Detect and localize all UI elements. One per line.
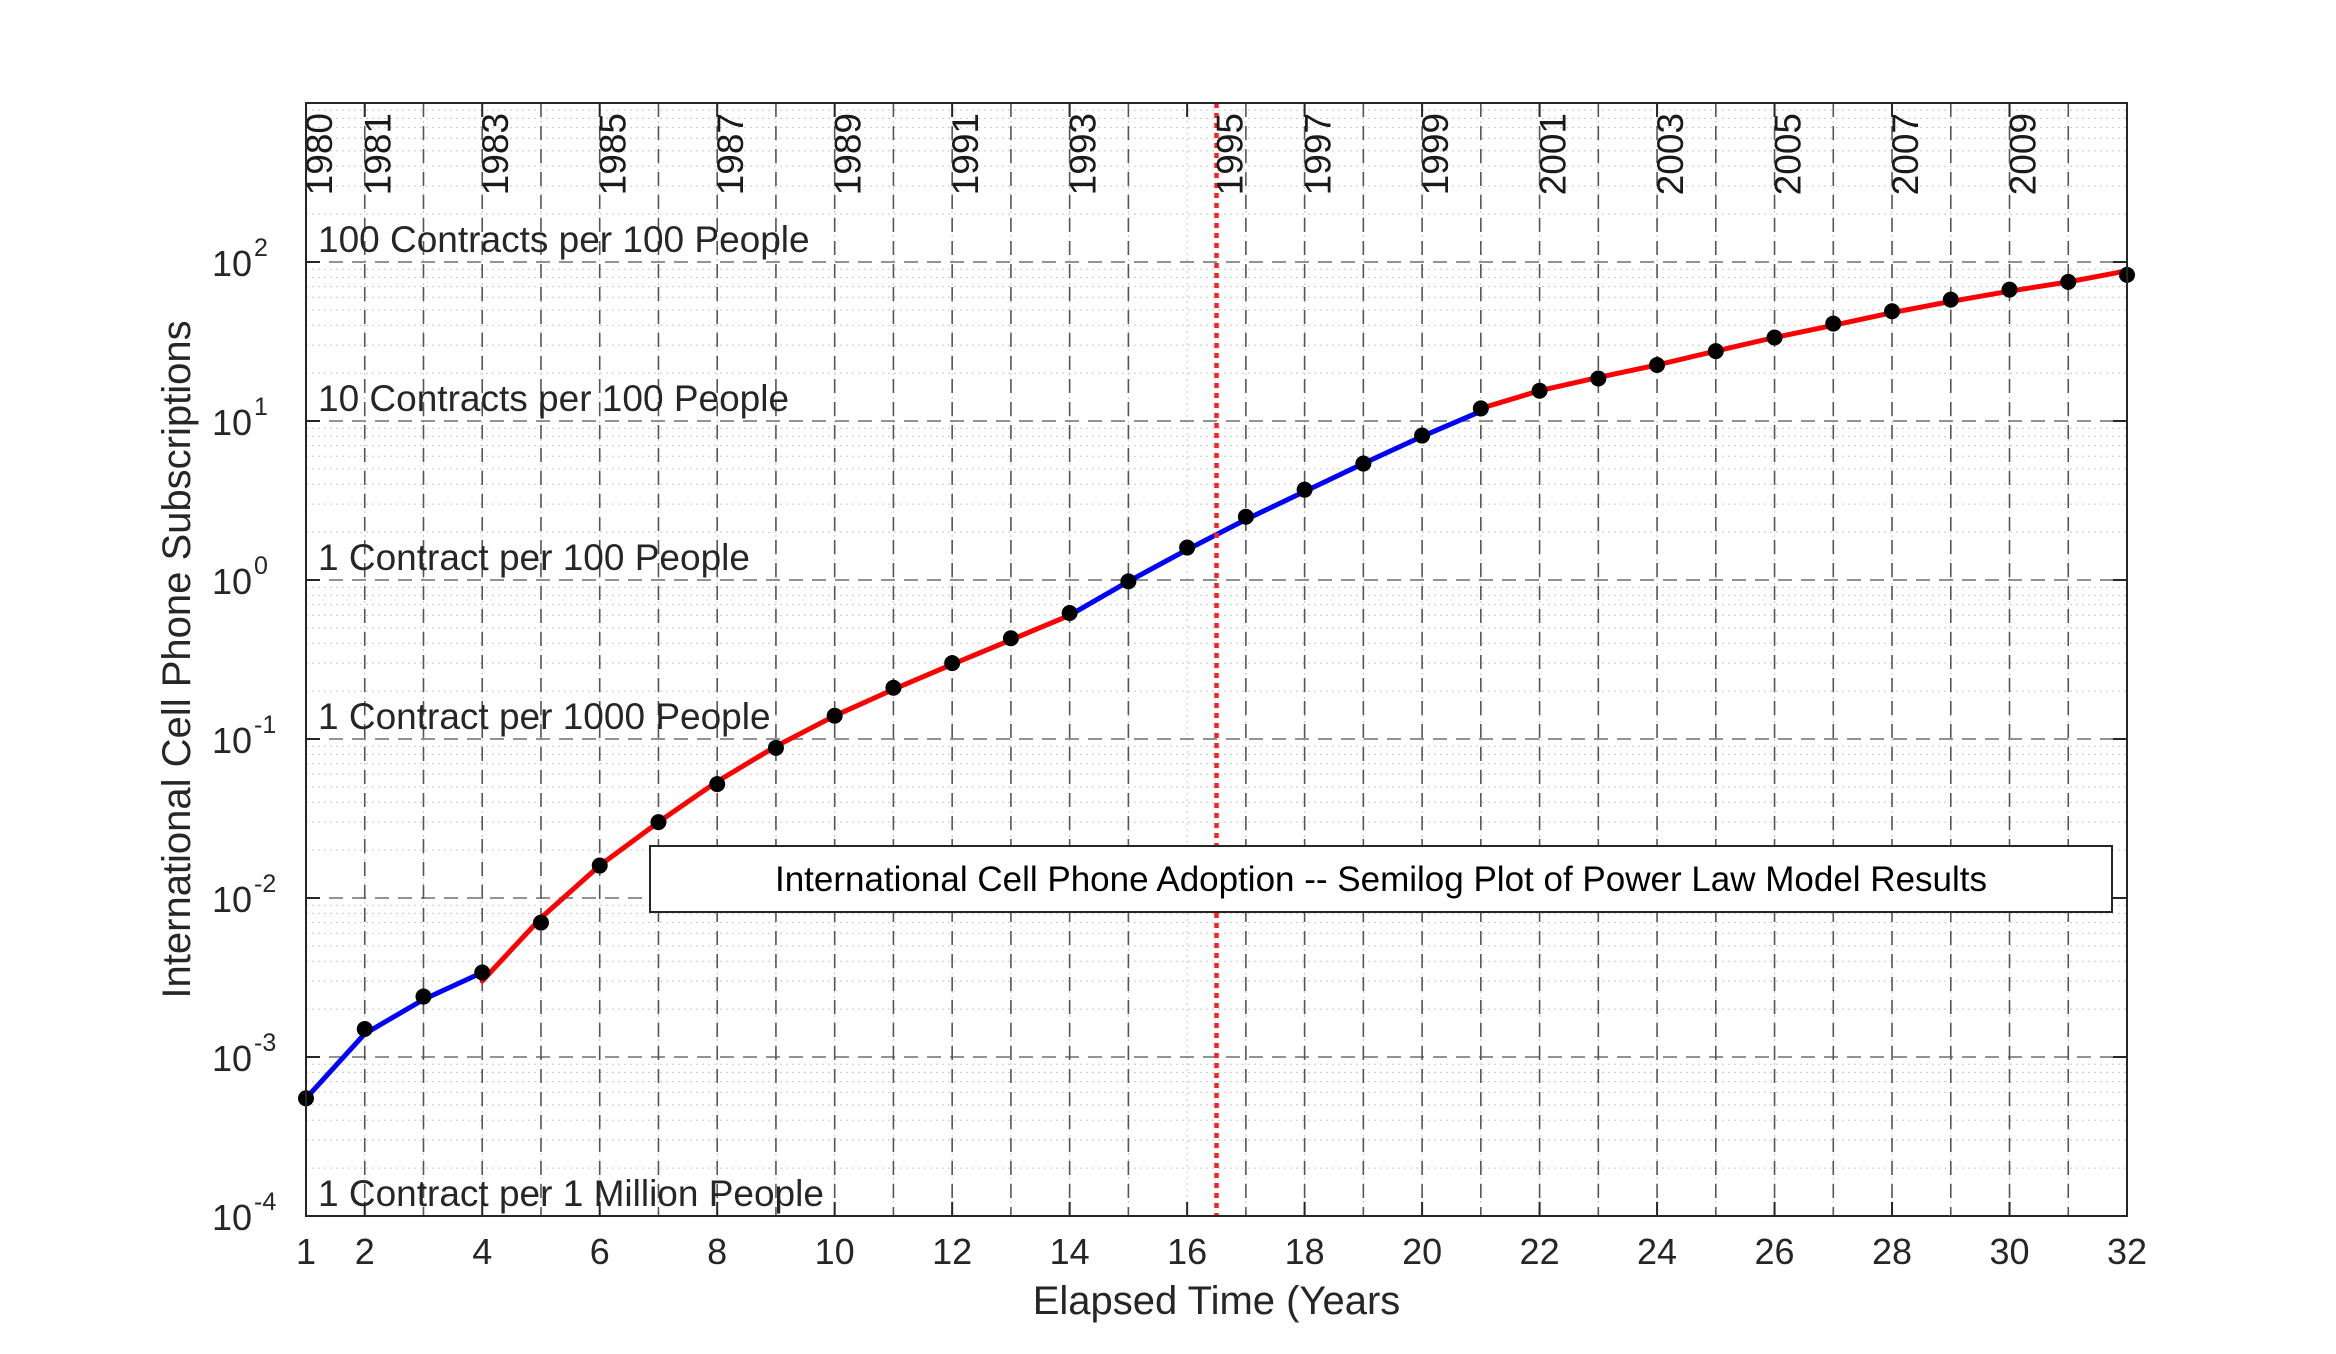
data-point xyxy=(1531,382,1548,399)
reference-line-label: 1 Contract per 1000 People xyxy=(318,696,771,737)
data-point xyxy=(1649,357,1666,374)
data-point xyxy=(591,857,608,874)
band-labels: 1 Contract per 1 Million People 1 Contrac… xyxy=(318,219,824,1214)
chart-title-frame xyxy=(649,845,2113,913)
data-point xyxy=(474,964,491,981)
model-line-segment xyxy=(303,970,485,1101)
reference-line-label: 100 Contracts per 100 People xyxy=(318,219,810,260)
x-tick-label: 20 xyxy=(1402,1231,1442,1272)
chart-title-box: International Cell Phone Adoption -- Sem… xyxy=(649,845,2113,913)
y-tick-label: 10 xyxy=(212,243,252,284)
data-point xyxy=(826,707,843,724)
model-line-segment xyxy=(1478,268,2130,411)
data-point xyxy=(1414,427,1431,444)
data-point xyxy=(1120,573,1137,590)
year-label: 1985 xyxy=(593,113,634,195)
x-tick-label: 16 xyxy=(1167,1231,1207,1272)
data-point xyxy=(2001,281,2018,298)
data-point xyxy=(1942,291,1959,308)
year-label: 1989 xyxy=(828,113,869,195)
year-label: 2007 xyxy=(1885,113,1926,195)
data-point xyxy=(532,914,549,931)
data-point xyxy=(1472,400,1489,417)
y-axis-label: International Cell Phone Subscriptions xyxy=(155,320,199,998)
x-tick-label: 6 xyxy=(590,1231,610,1272)
data-point xyxy=(1061,605,1078,622)
y-tick-label: 10 xyxy=(212,1197,252,1238)
data-point xyxy=(1237,508,1254,525)
x-tick-label: 10 xyxy=(815,1231,855,1272)
y-tick-label: 10 xyxy=(212,561,252,602)
year-label: 2009 xyxy=(2003,113,2044,195)
x-axis-label: Elapsed Time (Years xyxy=(1033,1279,1401,1323)
data-point xyxy=(1707,343,1724,360)
data-point xyxy=(650,814,667,831)
reference-line-label: 1 Contract per 100 People xyxy=(318,537,750,578)
reference-line-label: 10 Contracts per 100 People xyxy=(318,378,789,419)
x-tick-label: 12 xyxy=(932,1231,972,1272)
year-label: 1983 xyxy=(475,113,516,195)
model-line-segment xyxy=(1067,408,1484,618)
x-tick-label: 2 xyxy=(355,1231,375,1272)
y-tick-label: 10 xyxy=(212,402,252,443)
y-tick-exponent: -1 xyxy=(254,711,276,739)
data-point xyxy=(1179,539,1196,556)
x-axis-ticks: 1 2 4 6 8 10 12 14 16 18 20 22 24 26 28 30 32 xyxy=(296,103,2147,1272)
data-point xyxy=(1296,481,1313,498)
year-label: 2003 xyxy=(1650,113,1691,195)
y-tick-label: 10 xyxy=(212,720,252,761)
y-tick-label: 10 xyxy=(212,879,252,920)
data-point xyxy=(356,1021,373,1038)
x-tick-label: 4 xyxy=(472,1231,492,1272)
x-tick-label: 14 xyxy=(1050,1231,1090,1272)
chart-title: International Cell Phone Adoption -- Sem… xyxy=(775,860,1987,899)
year-label: 2005 xyxy=(1768,113,1809,195)
reference-line-label: 1 Contract per 1 Million People xyxy=(318,1173,824,1214)
data-point xyxy=(885,679,902,696)
x-tick-label: 26 xyxy=(1755,1231,1795,1272)
y-tick-label: 10 xyxy=(212,1038,252,1079)
y-tick-exponent: -2 xyxy=(254,870,276,898)
year-label: 1997 xyxy=(1298,113,1339,195)
year-labels: 1980 1981 1983 1985 1987 1989 1991 1993 1995 1997… xyxy=(299,113,2044,195)
data-point xyxy=(1002,630,1019,647)
year-label: 1981 xyxy=(358,113,399,195)
data-point xyxy=(1355,455,1372,472)
data-point xyxy=(709,776,726,793)
y-tick-exponent: 1 xyxy=(254,393,268,421)
data-point xyxy=(1766,329,1783,346)
x-tick-label: 24 xyxy=(1637,1231,1677,1272)
year-label: 1999 xyxy=(1415,113,1456,195)
x-tick-label: 22 xyxy=(1520,1231,1560,1272)
year-label: 1991 xyxy=(945,113,986,195)
data-point xyxy=(1884,303,1901,320)
y-tick-exponent: 0 xyxy=(254,552,268,580)
data-point xyxy=(1825,315,1842,332)
x-tick-label: 18 xyxy=(1285,1231,1325,1272)
year-label: 1995 xyxy=(1210,113,1251,195)
x-tick-label: 8 xyxy=(707,1231,727,1272)
data-point xyxy=(944,655,961,672)
data-point xyxy=(767,739,784,756)
data-point xyxy=(1590,370,1607,387)
data-point xyxy=(2060,273,2077,290)
y-tick-exponent: -4 xyxy=(254,1188,276,1216)
x-tick-label: 1 xyxy=(296,1231,316,1272)
data-point xyxy=(415,988,432,1005)
year-label: 1993 xyxy=(1063,113,1104,195)
y-tick-exponent: 2 xyxy=(254,234,268,262)
series xyxy=(298,266,2135,1107)
x-tick-label: 28 xyxy=(1872,1231,1912,1272)
y-tick-exponent: -3 xyxy=(254,1029,276,1057)
plot-frame xyxy=(305,102,2128,1217)
year-label: 2001 xyxy=(1533,113,1574,195)
plot-background xyxy=(306,103,2127,1216)
year-label: 1987 xyxy=(710,113,751,195)
x-tick-label: 32 xyxy=(2107,1231,2147,1272)
x-tick-label: 30 xyxy=(1989,1231,2029,1272)
